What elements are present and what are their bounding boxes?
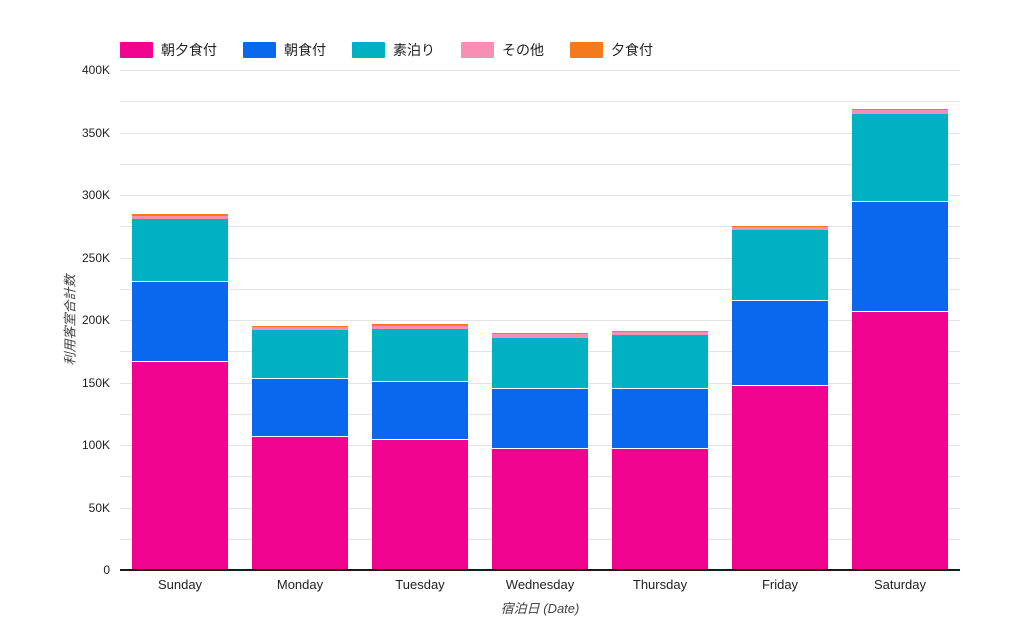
bar-segment-wednesday-series-1[interactable] xyxy=(492,387,588,448)
gridline xyxy=(120,288,960,290)
legend-item-1[interactable]: 朝食付 xyxy=(243,40,326,60)
bar-segment-sunday-series-0[interactable] xyxy=(132,361,228,570)
bar-friday xyxy=(732,225,828,570)
y-axis-title: 利用客室合計数 xyxy=(62,274,78,366)
bar-segment-tuesday-series-0[interactable] xyxy=(372,438,468,570)
bar-segment-monday-series-0[interactable] xyxy=(252,436,348,570)
legend-item-0[interactable]: 朝夕食付 xyxy=(120,40,217,60)
x-tick-label-wednesday: Wednesday xyxy=(505,577,575,592)
legend-item-label: その他 xyxy=(502,42,544,58)
bar-slot-saturday xyxy=(840,70,960,570)
bar-segment-tuesday-series-1[interactable] xyxy=(372,381,468,439)
bar-segment-thursday-series-1[interactable] xyxy=(612,387,708,448)
bar-segment-sunday-series-4[interactable] xyxy=(132,214,228,216)
bar-slot-thursday xyxy=(600,70,720,570)
x-axis-tick-labels: Sunday Monday Tuesday Wednesday Thursday Frid… xyxy=(120,577,960,592)
bar-segment-friday-series-4[interactable] xyxy=(732,225,828,227)
legend-swatch-icon xyxy=(570,42,603,58)
legend-item-label: 朝夕食付 xyxy=(161,42,217,58)
y-tick-label: 350K xyxy=(81,125,110,140)
legend: 朝夕食付 朝食付 素泊り その他 夕食付 xyxy=(120,40,653,60)
bar-segment-monday-series-4[interactable] xyxy=(252,325,348,327)
legend-swatch-icon xyxy=(120,42,153,58)
bar-segment-saturday-series-1[interactable] xyxy=(852,201,948,312)
legend-item-4[interactable]: 夕食付 xyxy=(570,40,653,60)
bar-segment-sunday-series-3[interactable] xyxy=(132,215,228,219)
legend-swatch-icon xyxy=(243,42,276,58)
gridline xyxy=(120,101,960,103)
x-tick-label-tuesday: Tuesday xyxy=(395,577,445,592)
bar-segment-monday-series-3[interactable] xyxy=(252,326,348,330)
x-axis-title: 宿泊日 (Date) xyxy=(500,601,580,616)
bar-slot-monday xyxy=(240,70,360,570)
bar-wednesday xyxy=(492,333,588,570)
bar-slot-wednesday xyxy=(480,70,600,570)
bar-slot-sunday xyxy=(120,70,240,570)
bar-segment-wednesday-series-4[interactable] xyxy=(492,333,588,335)
legend-item-label: 朝食付 xyxy=(284,42,326,58)
bar-segment-thursday-series-4[interactable] xyxy=(612,330,708,332)
y-tick-label: 300K xyxy=(81,188,110,202)
bar-segment-friday-series-3[interactable] xyxy=(732,226,828,230)
x-tick-label-sunday: Sunday xyxy=(157,577,203,592)
bar-monday xyxy=(252,325,348,570)
bar-segment-sunday-series-2[interactable] xyxy=(132,218,228,282)
bar-thursday xyxy=(612,330,708,570)
bar-sunday xyxy=(132,214,228,570)
gridline xyxy=(120,226,960,228)
bar-segment-thursday-series-2[interactable] xyxy=(612,335,708,388)
bar-segment-sunday-series-1[interactable] xyxy=(132,281,228,362)
y-tick-label: 50K xyxy=(88,500,110,515)
bar-segment-saturday-series-3[interactable] xyxy=(852,110,948,114)
y-tick-label: 0 xyxy=(103,563,110,577)
y-tick-label: 250K xyxy=(81,250,110,265)
bar-saturday xyxy=(852,108,948,570)
bar-slot-friday xyxy=(720,70,840,570)
x-tick-label-monday: Monday xyxy=(276,577,324,592)
bar-segment-saturday-series-4[interactable] xyxy=(852,108,948,110)
bar-slot-tuesday xyxy=(360,70,480,570)
y-tick-label: 200K xyxy=(81,313,110,327)
legend-swatch-icon xyxy=(461,42,494,58)
bar-segment-friday-series-1[interactable] xyxy=(732,300,828,385)
bar-segment-wednesday-series-2[interactable] xyxy=(492,337,588,388)
gridline xyxy=(120,163,960,165)
plot-area: 0 50K 100K 150K 200K 250K 300K 350K 400K Sunday M… xyxy=(82,63,960,592)
x-tick-label-thursday: Thursday xyxy=(632,577,688,592)
bar-segment-thursday-series-3[interactable] xyxy=(612,331,708,335)
legend-item-3[interactable]: その他 xyxy=(461,40,544,60)
y-tick-label: 150K xyxy=(81,375,110,390)
bar-segment-friday-series-0[interactable] xyxy=(732,385,828,570)
gridline xyxy=(120,132,960,134)
legend-item-label: 夕食付 xyxy=(611,42,653,58)
x-tick-label-saturday: Saturday xyxy=(873,577,927,592)
legend-item-2[interactable]: 素泊り xyxy=(352,40,435,60)
legend-swatch-icon xyxy=(352,42,385,58)
bars xyxy=(120,70,960,570)
gridline xyxy=(120,320,960,321)
bar-segment-thursday-series-0[interactable] xyxy=(612,447,708,570)
x-tick-label-friday: Friday xyxy=(761,577,799,592)
legend-item-label: 素泊り xyxy=(393,42,435,58)
gridline xyxy=(120,257,960,259)
bar-segment-wednesday-series-0[interactable] xyxy=(492,447,588,570)
x-axis-line xyxy=(120,569,960,571)
bar-segment-wednesday-series-3[interactable] xyxy=(492,334,588,338)
bar-segment-tuesday-series-3[interactable] xyxy=(372,325,468,329)
bar-segment-tuesday-series-2[interactable] xyxy=(372,328,468,382)
bar-segment-monday-series-2[interactable] xyxy=(252,330,348,378)
bar-segment-saturday-series-2[interactable] xyxy=(852,113,948,202)
y-tick-label: 400K xyxy=(81,63,110,77)
gridline xyxy=(120,70,960,71)
bar-segment-saturday-series-0[interactable] xyxy=(852,311,948,570)
bar-segment-monday-series-1[interactable] xyxy=(252,377,348,437)
bar-segment-tuesday-series-4[interactable] xyxy=(372,324,468,326)
bar-tuesday xyxy=(372,324,468,570)
gridline xyxy=(120,195,960,196)
bar-segment-friday-series-2[interactable] xyxy=(732,230,828,300)
y-tick-label: 100K xyxy=(81,438,110,452)
